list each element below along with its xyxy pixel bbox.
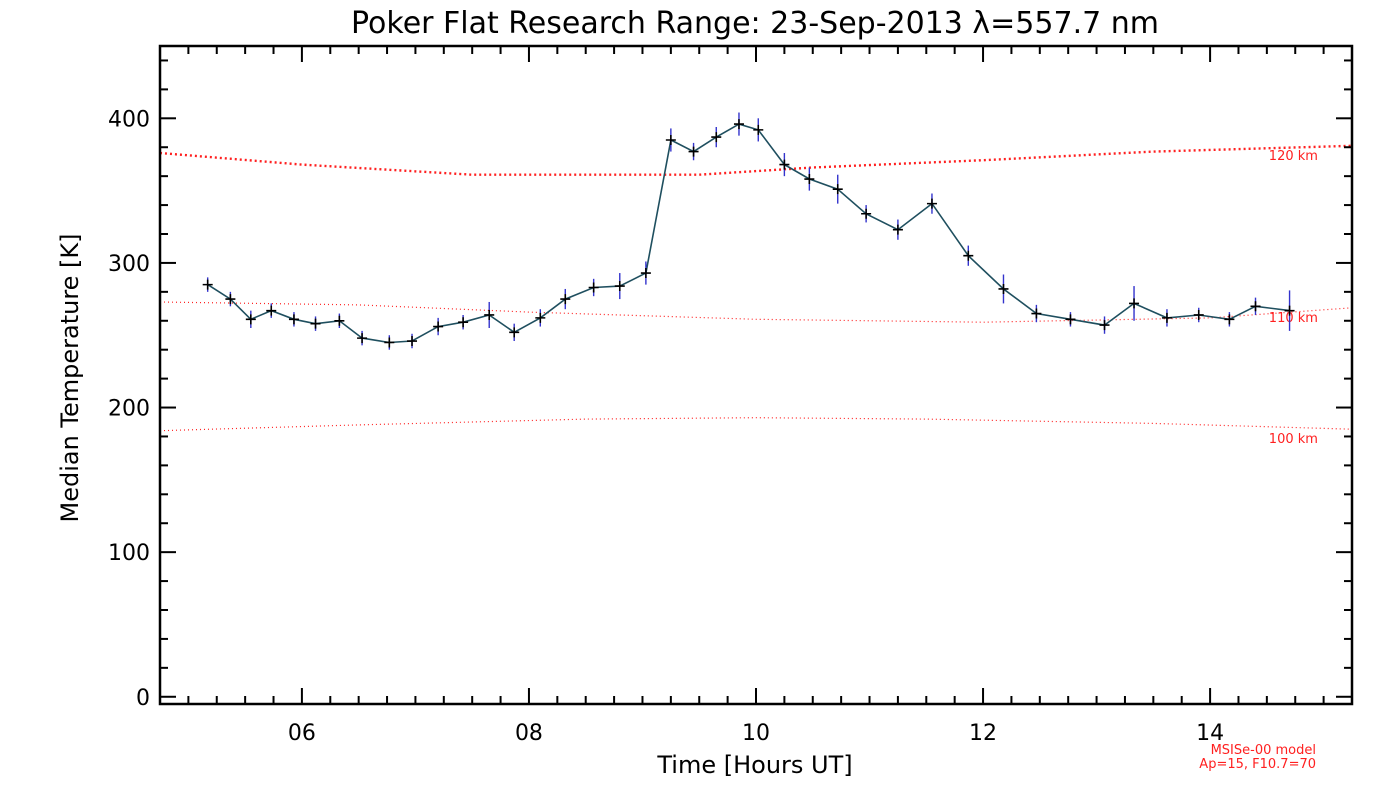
data-point — [357, 333, 368, 344]
data-point — [753, 124, 764, 135]
data-point — [334, 315, 345, 326]
x-tick-label: 14 — [1196, 721, 1224, 746]
data-point — [963, 250, 974, 261]
data-series — [202, 112, 1295, 350]
y-tick-label: 300 — [108, 252, 150, 277]
data-point — [1193, 309, 1204, 320]
data-point — [266, 305, 277, 316]
data-point — [310, 318, 321, 329]
data-point — [484, 309, 495, 320]
data-point — [1129, 298, 1140, 309]
x-tick-label: 12 — [969, 721, 997, 746]
data-point — [665, 135, 676, 145]
model-curve-line — [159, 144, 1353, 176]
model-curve-label: 100 km — [1269, 432, 1318, 447]
axes: 06 08 10 12 14 0 100 200 300 400 — [108, 44, 1354, 746]
y-tick-label: 0 — [136, 686, 150, 711]
x-tick-label: 06 — [288, 721, 316, 746]
data-point — [560, 294, 571, 305]
data-point — [926, 198, 937, 209]
data-point — [202, 279, 213, 290]
data-point — [832, 184, 843, 195]
data-point — [245, 314, 256, 325]
y-axis-label: Median Temperature [K] — [56, 233, 84, 522]
x-axis-label: Time [Hours UT] — [656, 751, 852, 779]
data-series-line — [207, 123, 1290, 344]
data-point — [509, 327, 520, 338]
data-point — [733, 119, 744, 130]
data-point — [779, 159, 790, 170]
data-point — [458, 317, 469, 328]
model-curve-label: 120 km — [1269, 149, 1318, 164]
y-tick-label: 100 — [108, 541, 150, 566]
model-curves: 120 km 110 km 100 km — [159, 144, 1353, 447]
data-point — [688, 146, 699, 157]
data-point — [1224, 314, 1235, 325]
model-note-params: Ap=15, F10.7=70 — [1199, 757, 1316, 772]
data-point — [1284, 305, 1295, 316]
data-point — [1031, 308, 1042, 319]
data-point — [1250, 301, 1261, 312]
data-point — [588, 282, 599, 293]
data-point — [433, 321, 444, 332]
model-note-name: MSISe-00 model — [1211, 743, 1316, 758]
data-point — [892, 224, 903, 235]
data-point — [640, 268, 651, 279]
model-curve-label: 110 km — [1269, 311, 1318, 326]
data-point — [711, 132, 722, 143]
model-curve-line — [159, 301, 1353, 323]
data-point — [1161, 312, 1172, 323]
data-point — [1099, 320, 1110, 331]
data-point — [384, 337, 395, 348]
data-point — [288, 314, 299, 325]
data-point — [535, 312, 546, 323]
data-point — [998, 283, 1009, 294]
y-tick-label: 200 — [108, 397, 150, 422]
data-point — [804, 174, 815, 185]
model-curve-line — [159, 417, 1353, 432]
x-tick-label: 08 — [515, 721, 543, 746]
plot-frame — [158, 44, 1354, 706]
data-point — [407, 336, 418, 347]
data-point — [1065, 314, 1076, 325]
y-tick-label: 400 — [108, 107, 150, 132]
data-point — [614, 281, 625, 292]
data-point — [225, 294, 236, 305]
x-tick-label: 10 — [742, 721, 770, 746]
chart-title: Poker Flat Research Range: 23-Sep-2013 λ… — [351, 6, 1159, 41]
data-point — [861, 208, 872, 219]
